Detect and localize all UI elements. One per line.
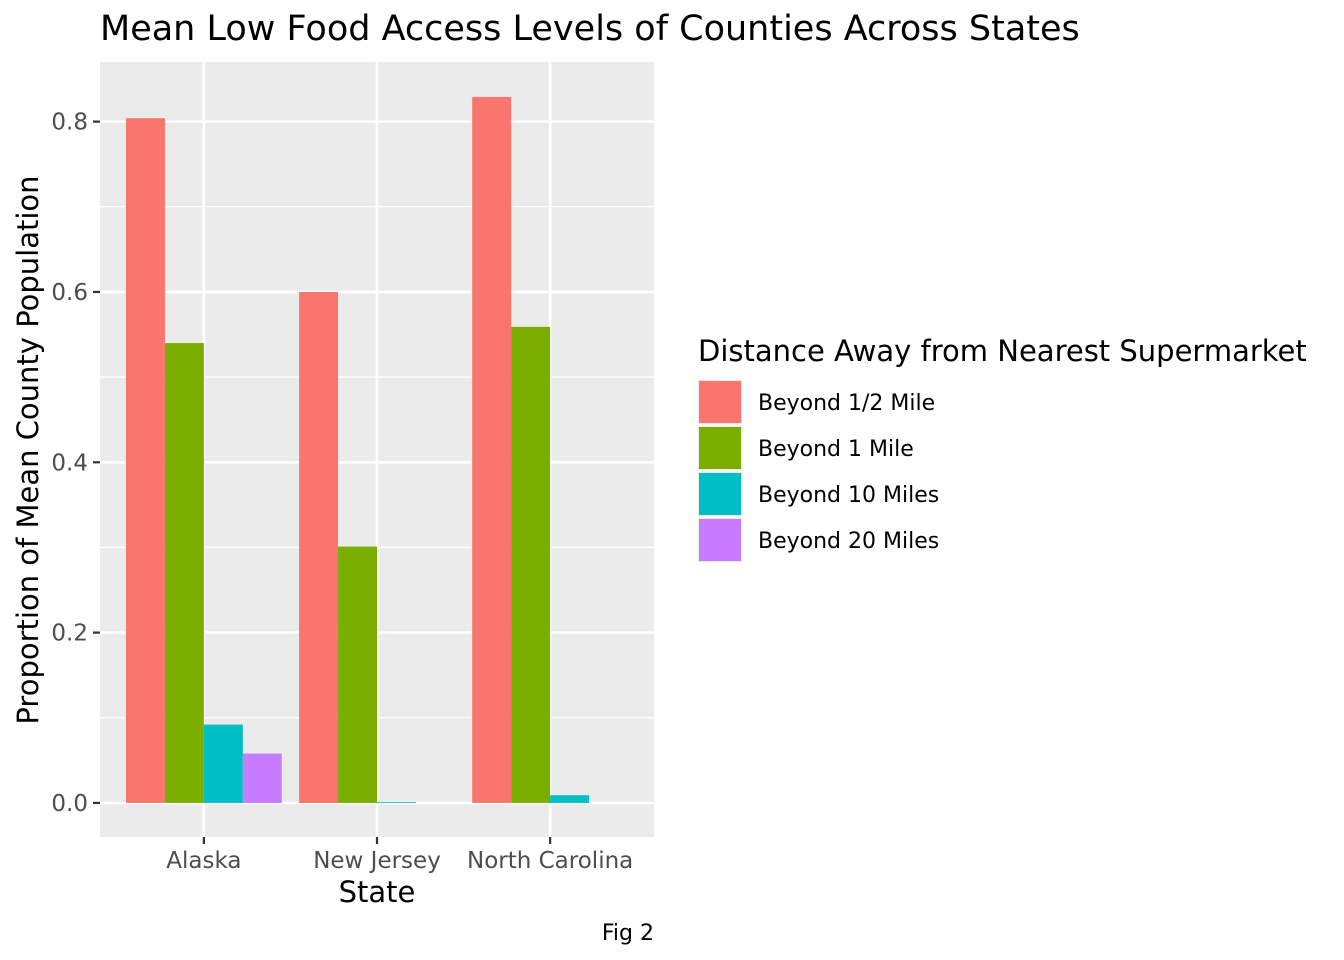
x-tick-label: North Carolina: [467, 848, 633, 874]
bar-new-jersey-0: [299, 291, 339, 803]
bars: [125, 96, 590, 803]
bar-north-carolina-2: [550, 795, 590, 803]
y-axis-title: Proportion of Mean County Population: [11, 175, 45, 724]
chart-title: Mean Low Food Access Levels of Counties …: [100, 9, 1080, 49]
y-tick-label: 0.4: [51, 450, 88, 476]
y-tick-label: 0.0: [51, 791, 88, 817]
x-tick-label: Alaska: [166, 848, 241, 874]
legend-label: Beyond 1/2 Mile: [758, 391, 935, 416]
bar-alaska-3: [242, 753, 282, 803]
legend-label: Beyond 1 Mile: [758, 437, 914, 462]
figure-caption: Fig 2: [602, 921, 654, 946]
bar-alaska-1: [164, 343, 204, 803]
bar-alaska-2: [203, 724, 243, 803]
legend: Distance Away from Nearest Supermarket B…: [698, 334, 1307, 562]
bar-new-jersey-1: [338, 546, 377, 803]
legend-swatch: [699, 381, 741, 423]
x-tick-label: New Jersey: [313, 848, 441, 874]
y-tick-label: 0.8: [51, 110, 88, 136]
bar-north-carolina-0: [472, 96, 512, 803]
bar-new-jersey-2: [377, 802, 416, 803]
x-axis-title: State: [339, 875, 416, 909]
legend-swatch: [699, 473, 741, 515]
legend-title: Distance Away from Nearest Supermarket: [698, 334, 1307, 368]
legend-swatch: [699, 519, 741, 561]
legend-label: Beyond 20 Miles: [758, 529, 939, 554]
y-tick-label: 0.6: [51, 280, 88, 306]
y-tick-label: 0.2: [51, 621, 88, 647]
x-axis: Alaska New Jersey North Carolina: [166, 837, 633, 874]
legend-label: Beyond 10 Miles: [758, 483, 939, 508]
bar-north-carolina-1: [511, 326, 551, 803]
bar-alaska-0: [125, 118, 165, 803]
y-axis: 0.0 0.2 0.4 0.6 0.8: [51, 110, 100, 817]
legend-swatch: [699, 427, 741, 469]
